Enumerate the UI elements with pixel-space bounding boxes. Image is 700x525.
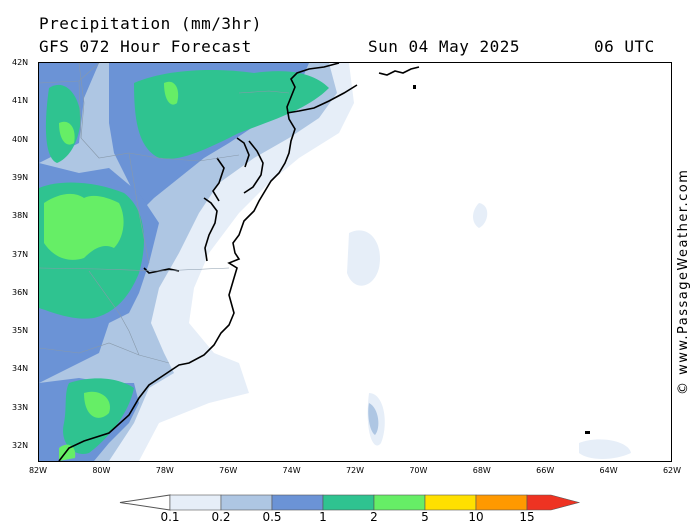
legend-swatch bbox=[322, 494, 375, 511]
watermark: © www.PassageWeather.com bbox=[676, 168, 691, 395]
longitude-label: 66W bbox=[536, 466, 555, 475]
latitude-label: 38N bbox=[12, 211, 29, 221]
legend-swatch bbox=[526, 494, 581, 511]
latitude-label: 41N bbox=[12, 96, 29, 106]
legend-swatch bbox=[169, 494, 222, 511]
legend-swatch bbox=[424, 494, 477, 511]
latitude-label: 32N bbox=[12, 441, 29, 450]
legend-label: 15 bbox=[519, 510, 535, 524]
longitude-label: 82W bbox=[28, 466, 48, 475]
legend-label: 0.5 bbox=[262, 510, 282, 524]
legend-swatch bbox=[220, 494, 273, 511]
longitude-label: 62W bbox=[662, 466, 682, 475]
longitude-label: 76W bbox=[219, 466, 238, 475]
latitude-label: 40N bbox=[12, 134, 29, 144]
longitude-label: 78W bbox=[155, 466, 174, 475]
coastline bbox=[58, 63, 420, 461]
map-panel[interactable] bbox=[38, 62, 672, 462]
latitude-label: 42N bbox=[12, 58, 29, 67]
valid-time: 06 UTC bbox=[594, 37, 655, 56]
islands bbox=[413, 85, 590, 434]
legend-label: 1 bbox=[319, 510, 327, 524]
legend-swatch bbox=[475, 494, 528, 511]
longitude-label: 70W bbox=[409, 466, 428, 475]
legend-label: 0.1 bbox=[160, 510, 180, 524]
longitude-label: 72W bbox=[345, 466, 365, 475]
precip-layer-02 bbox=[39, 63, 379, 461]
latitude-label: 33N bbox=[12, 402, 29, 412]
legend-label: 5 bbox=[421, 510, 429, 524]
map-subtitle: GFS 072 Hour Forecast bbox=[39, 37, 252, 56]
valid-date: Sun 04 May 2025 bbox=[368, 37, 520, 56]
legend-arrow-left bbox=[119, 494, 171, 511]
color-legend bbox=[119, 494, 581, 511]
longitude-label: 64W bbox=[599, 466, 618, 475]
legend-label: 0.2 bbox=[211, 510, 231, 524]
longitude-label: 74W bbox=[282, 466, 301, 475]
state-borders bbox=[39, 63, 290, 364]
precip-layer-2 bbox=[44, 81, 179, 461]
latitude-label: 36N bbox=[12, 287, 29, 297]
longitude-label: 80W bbox=[92, 466, 111, 475]
map-title: Precipitation (mm/3hr) bbox=[39, 14, 262, 33]
legend-label: 10 bbox=[468, 510, 484, 524]
legend-swatch bbox=[271, 494, 324, 511]
legend-label: 2 bbox=[370, 510, 378, 524]
latitude-label: 35N bbox=[12, 326, 29, 336]
latitude-label: 37N bbox=[12, 249, 29, 259]
latitude-label: 39N bbox=[12, 172, 29, 182]
longitude-label: 68W bbox=[472, 466, 491, 475]
precipitation-map bbox=[39, 63, 631, 461]
legend-swatch bbox=[373, 494, 426, 511]
latitude-label: 34N bbox=[12, 364, 29, 374]
